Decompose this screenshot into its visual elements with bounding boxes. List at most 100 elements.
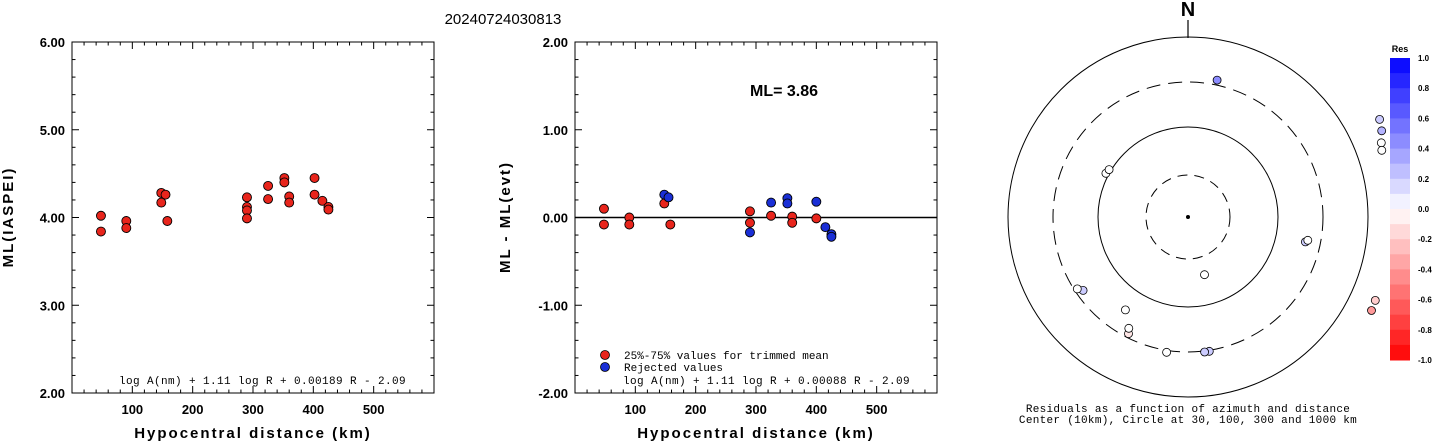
data-point [96, 210, 106, 221]
data-point [242, 213, 252, 224]
caption-line-1: Residuals as a function of azimuth and d… [1026, 404, 1350, 416]
ml-iaspei-panel: 100 200 300 400 500 2.00 3.00 4.00 5.00 6.00 ML(I… [0, 35, 435, 442]
y-axis-label: ML - ML(evt) [497, 161, 514, 273]
colorbar-cell [1390, 103, 1410, 119]
station-point [1121, 305, 1130, 315]
data-point [309, 173, 320, 183]
colorbar-tick-label: 0.2 [1418, 175, 1430, 184]
x-tick-label: 200 [685, 402, 707, 417]
x-tick-label: 200 [182, 402, 204, 417]
colorbar-cell [1390, 269, 1410, 285]
data-point [787, 217, 798, 228]
x-axis-label: Hypocentral distance (km) [637, 425, 875, 441]
colorbar-tick-label: -0.2 [1418, 235, 1432, 244]
x-tick-label: 400 [805, 402, 827, 417]
station-point [1072, 284, 1082, 294]
formula-label: log A(nm) + 1.11 log R + 0.00088 R - 2.0… [623, 376, 910, 388]
data-point [766, 210, 777, 221]
data-point [160, 189, 171, 200]
station-point [1376, 138, 1386, 148]
colorbar-cell [1390, 254, 1410, 270]
data-point [663, 192, 674, 203]
residual-colorbar: Res 1.0 0.8 0.6 0.4 0.2 0.0 -0.2 -0.4 -0.6 -0.8 -1… [1390, 44, 1432, 365]
station-point [1377, 126, 1387, 136]
y-tick-label: 3.00 [40, 298, 65, 313]
axes: 100 200 300 400 500 2.00 3.00 4.00 5.00 6.00 [40, 35, 434, 417]
colorbar-cell [1390, 73, 1410, 89]
y-tick-label: 2.00 [40, 386, 65, 401]
colorbar-cell [1390, 88, 1410, 104]
y-tick-label: -2.00 [538, 386, 568, 401]
colorbar-cell [1390, 284, 1410, 301]
y-tick-label: -1.00 [538, 298, 568, 313]
station-point [1303, 235, 1313, 245]
colorbar-ticks: 1.0 0.8 0.6 0.4 0.2 0.0 -0.2 -0.4 -0.6 -0.8 -1.0 [1418, 54, 1432, 365]
data-point [263, 180, 274, 191]
station-point [1124, 323, 1134, 333]
station-point [1367, 306, 1376, 315]
north-label: N [1181, 0, 1195, 21]
station-points [1072, 75, 1387, 357]
data-point [599, 219, 609, 230]
x-axis-label: Hypocentral distance (km) [134, 425, 372, 441]
y-tick-label: 1.00 [543, 123, 568, 138]
station-point [1162, 347, 1171, 357]
colorbar-cell [1390, 209, 1410, 225]
colorbar-cell [1390, 58, 1410, 74]
colorbar-cell [1390, 133, 1410, 150]
colorbar-cell [1390, 344, 1410, 361]
x-tick-label: 100 [121, 402, 143, 417]
data-point [279, 177, 290, 188]
data-point [820, 222, 831, 233]
ring-1000km [1007, 36, 1369, 398]
data-point [811, 213, 822, 224]
station-point [1370, 295, 1380, 305]
colorbar-tick-label: 0.4 [1418, 145, 1430, 154]
data-point [766, 197, 777, 208]
data-point [323, 204, 334, 215]
figure-title: 20240724030813 [445, 11, 562, 28]
data-point [242, 192, 252, 203]
data-point [665, 219, 676, 230]
colorbar-tick-label: 0.6 [1418, 114, 1430, 123]
ring-30km [1145, 174, 1231, 260]
colorbar-cell [1390, 178, 1410, 195]
colorbar-cell [1390, 314, 1410, 331]
data-point [121, 223, 132, 233]
epicenter-dot [1186, 215, 1190, 219]
y-tick-label: 0.00 [543, 211, 568, 226]
x-tick-label: 400 [302, 402, 324, 417]
formula-label: log A(nm) + 1.11 log R + 0.00189 R - 2.0… [119, 376, 406, 388]
x-tick-label: 300 [242, 402, 264, 417]
y-axis-label: ML(IASPEI) [0, 167, 17, 268]
colorbar-cell [1390, 224, 1410, 240]
data-point [156, 197, 167, 208]
data-point [624, 219, 635, 230]
station-point [1104, 165, 1114, 175]
ring-300km [1052, 81, 1324, 353]
data-point [745, 227, 755, 238]
colorbar-cell [1390, 148, 1410, 165]
data-points [599, 189, 837, 242]
station-point [1200, 347, 1209, 357]
legend-label-trimmed: 25%-75% values for trimmed mean [624, 351, 829, 363]
colorbar-cell [1390, 118, 1410, 134]
station-point [1200, 270, 1209, 280]
y-tick-label: 2.00 [543, 35, 568, 50]
y-tick-label: 4.00 [40, 211, 65, 226]
azimuth-residual-panel: N Residuals as a function of azimuth and… [1007, 0, 1387, 427]
data-point [826, 231, 837, 242]
colorbar-tick-label: -0.4 [1418, 265, 1432, 274]
colorbar-title: Res [1392, 44, 1409, 54]
data-point [317, 195, 328, 206]
ml-residual-panel: 100 200 300 400 500 -2.00 -1.00 0.00 1.00 2.00 ML… [497, 35, 938, 442]
data-point [745, 206, 755, 217]
data-point [309, 189, 320, 200]
station-point [1375, 115, 1384, 124]
x-tick-label: 100 [624, 402, 646, 417]
colorbar-cell [1390, 329, 1410, 346]
ml-annotation: ML= 3.86 [750, 83, 818, 100]
y-tick-label: 5.00 [40, 123, 65, 138]
ring-100km [1097, 126, 1279, 308]
